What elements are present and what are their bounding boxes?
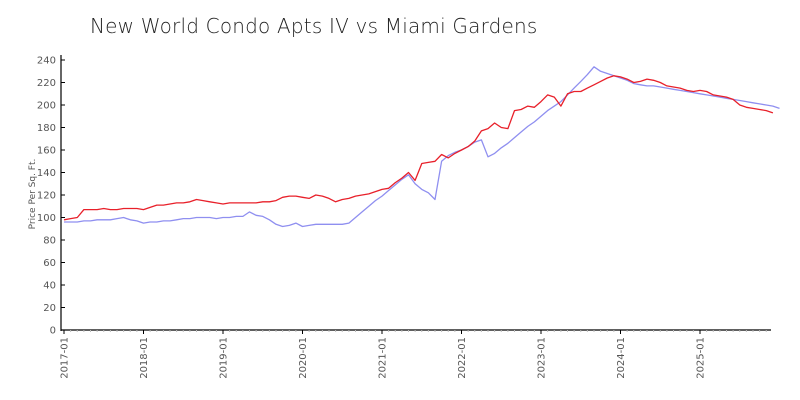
x-axis: 2017-01 2018-01 2019-01 2020-01 2021-01 2022-… [60,329,771,379]
y-tick-label: 240 [37,56,56,67]
x-tick-label: 2017-01 [60,337,71,379]
y-tick-label: 180 [37,123,56,134]
y-axis-title: Price Per Sq. Ft. [28,159,38,230]
y-tick-label: 60 [43,258,56,269]
series-line-new-world-condo [63,75,774,221]
x-tick-label: 2023-01 [537,337,548,379]
x-tick-label: 2022-01 [457,337,468,379]
x-tick-label: 2025-01 [696,337,707,379]
x-tick-label: 2024-01 [616,337,627,379]
y-tick-label: 160 [37,146,56,157]
x-tick-label: 2019-01 [219,337,230,379]
y-tick-label: 20 [43,303,56,314]
y-tick-label: 140 [37,168,56,179]
y-tick-label: 0 [50,326,56,337]
y-tick-label: 200 [37,101,56,112]
y-tick-label: 100 [37,213,56,224]
x-tick-label: 2021-01 [378,337,389,379]
x-tick-label: 2018-01 [139,337,150,379]
y-tick-label: 220 [37,78,56,89]
series-line-miami-gardens [64,66,780,228]
y-tick-label: 80 [43,236,56,247]
x-tick-label: 2020-01 [298,337,309,379]
chart-title: New World Condo Apts IV vs Miami Gardens [90,14,538,38]
y-tick-label: 120 [37,191,56,202]
y-tick-label: 40 [43,281,56,292]
y-axis: 0 20 40 60 80 100 120 140 160 180 200 220 240 [37,55,65,337]
series-lines [63,66,780,228]
